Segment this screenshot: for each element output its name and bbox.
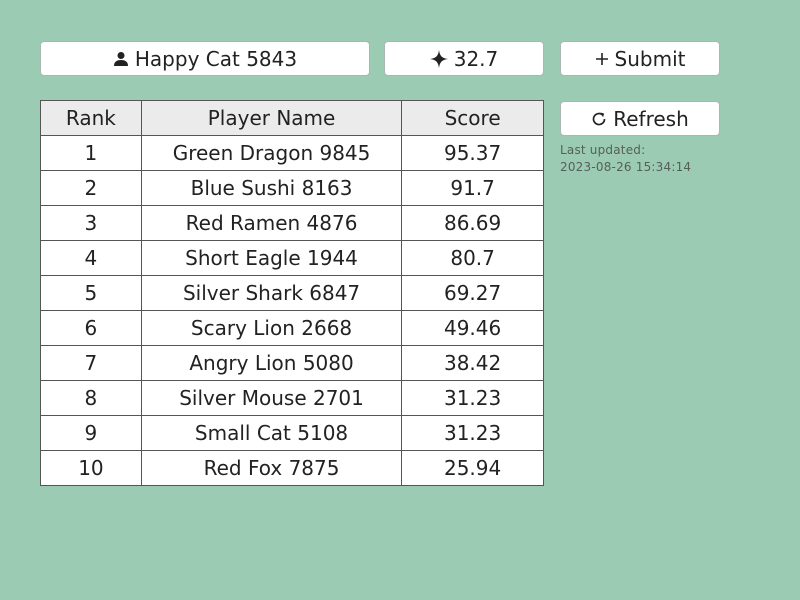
rank-cell: 1 (40, 135, 142, 171)
table-row: 9 Small Cat 5108 31.23 (40, 415, 544, 451)
table-row: 7 Angry Lion 5080 38.42 (40, 345, 544, 381)
score-cell: 80.7 (401, 240, 544, 276)
submit-label: Submit (614, 46, 686, 71)
rank-cell: 4 (40, 240, 142, 276)
rank-column-header: Rank (40, 100, 142, 136)
player-name-cell: Silver Mouse 2701 (140, 380, 403, 416)
rank-cell: 8 (40, 380, 142, 416)
sparkle-icon (429, 49, 448, 68)
rank-cell: 6 (40, 310, 142, 346)
rank-cell: 10 (40, 450, 142, 486)
score-cell: 86.69 (401, 205, 544, 241)
rank-cell: 5 (40, 275, 142, 311)
player-name: Happy Cat 5843 (134, 46, 298, 71)
table-row: 1 Green Dragon 9845 95.37 (40, 135, 544, 171)
table-row: 10 Red Fox 7875 25.94 (40, 450, 544, 486)
current-score-button[interactable]: 32.7 (384, 41, 544, 76)
score-cell: 49.46 (401, 310, 544, 346)
rank-cell: 7 (40, 345, 142, 381)
table-row: 5 Silver Shark 6847 69.27 (40, 275, 544, 311)
current-score: 32.7 (453, 46, 499, 71)
refresh-icon (591, 111, 607, 127)
score-cell: 31.23 (401, 415, 544, 451)
score-cell: 31.23 (401, 380, 544, 416)
last-updated-label: Last updated: (560, 143, 646, 157)
player-name-cell: Angry Lion 5080 (140, 345, 403, 381)
table-row: 6 Scary Lion 2668 49.46 (40, 310, 544, 346)
player-name-cell: Green Dragon 9845 (140, 135, 403, 171)
player-name-cell: Small Cat 5108 (140, 415, 403, 451)
player-name-cell: Short Eagle 1944 (140, 240, 403, 276)
rank-cell: 9 (40, 415, 142, 451)
table-row: 4 Short Eagle 1944 80.7 (40, 240, 544, 276)
person-icon (113, 51, 129, 67)
refresh-button[interactable]: Refresh (560, 101, 720, 136)
plus-icon (595, 52, 609, 66)
player-name-cell: Red Ramen 4876 (140, 205, 403, 241)
player-name-cell: Blue Sushi 8163 (140, 170, 403, 206)
submit-button[interactable]: Submit (560, 41, 720, 76)
player-name-button[interactable]: Happy Cat 5843 (40, 41, 370, 76)
score-column-header: Score (401, 100, 544, 136)
score-cell: 95.37 (401, 135, 544, 171)
table-row: 8 Silver Mouse 2701 31.23 (40, 380, 544, 416)
table-header-row: Rank Player Name Score (40, 100, 544, 136)
leaderboard-table: Rank Player Name Score 1 Green Dragon 98… (40, 100, 544, 486)
score-cell: 91.7 (401, 170, 544, 206)
player-name-cell: Scary Lion 2668 (140, 310, 403, 346)
rank-cell: 3 (40, 205, 142, 241)
last-updated: Last updated: 2023-08-26 15:34:14 (560, 142, 691, 176)
last-updated-timestamp: 2023-08-26 15:34:14 (560, 160, 692, 174)
refresh-label: Refresh (613, 106, 689, 131)
score-cell: 25.94 (401, 450, 544, 486)
player-name-column-header: Player Name (140, 100, 403, 136)
rank-cell: 2 (40, 170, 142, 206)
table-row: 2 Blue Sushi 8163 91.7 (40, 170, 544, 206)
player-name-cell: Red Fox 7875 (140, 450, 403, 486)
player-name-cell: Silver Shark 6847 (140, 275, 403, 311)
score-cell: 69.27 (401, 275, 544, 311)
score-cell: 38.42 (401, 345, 544, 381)
table-row: 3 Red Ramen 4876 86.69 (40, 205, 544, 241)
